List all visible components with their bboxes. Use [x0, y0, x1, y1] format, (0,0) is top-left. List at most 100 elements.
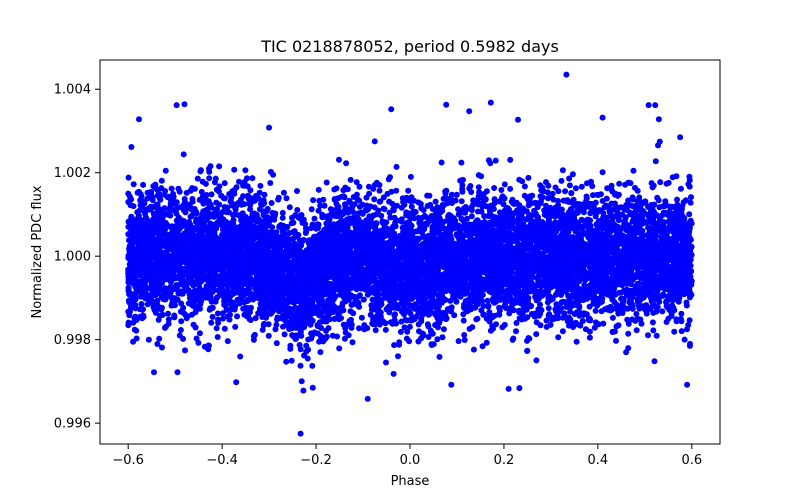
data-point [350, 310, 357, 317]
data-point [371, 196, 378, 203]
data-point [460, 317, 467, 324]
data-point [686, 342, 693, 349]
data-point [591, 324, 598, 331]
data-point [386, 198, 393, 205]
data-point [298, 378, 305, 385]
data-point [281, 331, 288, 338]
data-point [416, 328, 422, 335]
data-point [267, 180, 274, 186]
data-point [398, 318, 405, 325]
data-point [501, 181, 508, 188]
data-point [479, 343, 486, 350]
data-point [513, 328, 519, 335]
data-point [265, 332, 272, 339]
data-point [336, 156, 342, 163]
data-point [283, 195, 290, 202]
data-point [569, 171, 576, 178]
data-point [244, 175, 250, 182]
chart-title: TIC 0218878052, period 0.5982 days [260, 37, 559, 56]
data-point [521, 192, 528, 199]
data-point [136, 207, 143, 214]
data-point [543, 317, 550, 324]
data-point [645, 332, 651, 339]
data-point [359, 210, 366, 217]
data-point [521, 183, 528, 190]
data-point [545, 305, 552, 312]
data-point [443, 187, 450, 194]
data-point [408, 203, 415, 210]
data-point [589, 183, 596, 190]
data-point [309, 362, 316, 369]
data-point [221, 180, 228, 187]
data-point [162, 167, 169, 174]
data-point [461, 337, 468, 343]
data-point [259, 326, 266, 333]
data-point [405, 187, 412, 194]
data-point [436, 353, 443, 360]
data-point [616, 180, 623, 187]
data-point [685, 322, 692, 328]
data-point [566, 182, 573, 189]
data-point [507, 156, 514, 163]
data-point [127, 202, 134, 209]
data-point [625, 197, 632, 204]
data-point [178, 318, 185, 325]
data-point [487, 160, 494, 167]
data-point [145, 336, 152, 343]
data-point [613, 337, 619, 344]
data-point [221, 325, 228, 332]
data-point [440, 326, 447, 333]
data-point [215, 319, 222, 326]
data-point [209, 313, 216, 320]
data-point [470, 346, 477, 353]
data-point [288, 357, 295, 364]
data-point [376, 187, 383, 194]
data-point [260, 321, 267, 328]
data-point [562, 188, 569, 195]
data-point [603, 195, 610, 202]
data-point [619, 211, 626, 218]
data-point [389, 320, 396, 327]
data-point [236, 178, 242, 185]
data-point [224, 338, 231, 345]
data-point [165, 316, 172, 323]
data-point [280, 323, 286, 330]
data-point [209, 305, 216, 312]
data-point [234, 313, 241, 320]
data-point [432, 322, 439, 328]
data-point [598, 308, 605, 315]
data-point [387, 174, 393, 181]
data-point [140, 313, 147, 320]
data-point [348, 302, 355, 308]
data-point [657, 179, 664, 186]
data-point [198, 188, 205, 195]
data-point [525, 174, 532, 181]
data-point [392, 311, 398, 318]
data-point [196, 330, 203, 337]
data-point [216, 163, 223, 170]
data-point [686, 317, 693, 324]
data-point [432, 198, 439, 205]
data-point [571, 311, 578, 317]
data-point [688, 194, 694, 201]
data-point [496, 307, 503, 314]
data-point [168, 185, 175, 192]
data-point [533, 331, 540, 338]
data-point [434, 336, 441, 343]
data-point [294, 188, 300, 194]
data-point [653, 332, 660, 339]
data-point [483, 339, 490, 346]
data-point [668, 313, 675, 319]
data-point [395, 353, 401, 360]
data-point [453, 191, 460, 198]
data-point [633, 311, 640, 317]
data-point [128, 144, 135, 150]
data-point [424, 192, 431, 199]
data-point [323, 179, 330, 186]
data-point [393, 163, 400, 170]
data-point [625, 330, 632, 337]
data-point [586, 334, 593, 341]
data-point [383, 359, 389, 366]
data-point [579, 318, 586, 324]
